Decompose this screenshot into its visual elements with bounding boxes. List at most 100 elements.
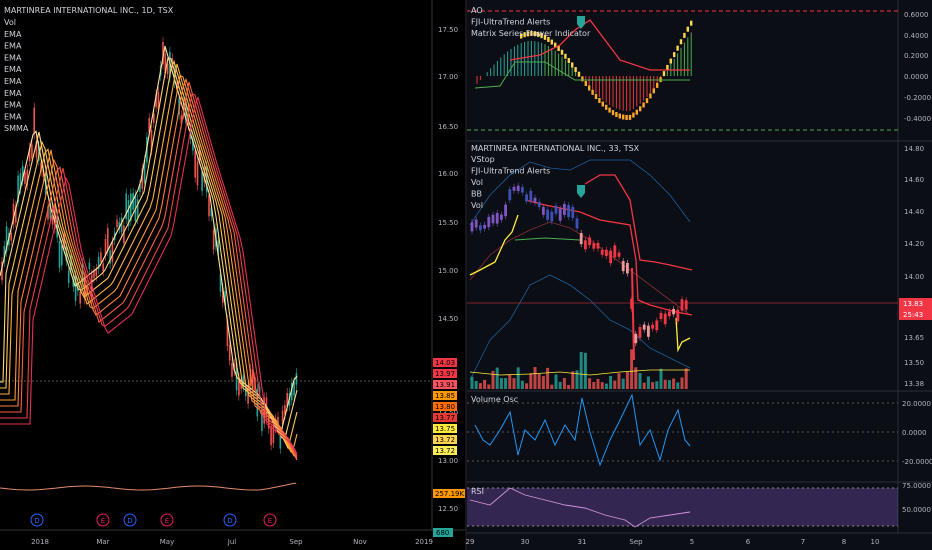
main-volume-bar	[499, 378, 503, 389]
left-candle-body	[88, 262, 91, 270]
ao-flower-candle	[679, 39, 683, 45]
main-candle-body	[554, 205, 558, 214]
left-price-tick: 17.50	[438, 26, 458, 34]
ao-flower-candle	[564, 53, 567, 59]
left-candle-body	[249, 368, 252, 386]
bb-lower	[469, 274, 691, 381]
main-candle-body	[634, 333, 638, 344]
left-candle-body	[194, 150, 196, 178]
main-volume-bar	[638, 373, 642, 389]
ao-flower-candle	[557, 46, 560, 52]
event-marker-circle	[96, 513, 110, 527]
event-marker-circle	[223, 513, 237, 527]
left-candle-body	[279, 430, 282, 449]
left-candle-body	[95, 268, 98, 277]
ao-flower-candle	[540, 33, 543, 39]
main-volume-bar	[596, 378, 600, 389]
vstop-yellow-2	[675, 317, 691, 353]
main-candle-body	[651, 324, 654, 329]
main-indicator-label: Vol	[471, 178, 483, 187]
left-candle-body	[153, 113, 155, 123]
price-tag: 13.72	[435, 436, 455, 444]
left-candle-body	[67, 271, 70, 283]
right-time-tick: 5	[690, 538, 694, 546]
trend-green	[514, 237, 581, 241]
main-volume-bar	[655, 381, 659, 389]
left-candle-body	[139, 184, 141, 193]
ao-flower-candle	[669, 58, 672, 64]
vol-osc-y-tick: -20.0000	[902, 458, 932, 466]
main-candle-body	[558, 208, 562, 221]
main-candle-body	[571, 206, 575, 219]
main-candle-body	[680, 299, 684, 311]
left-indicator-label: EMA	[4, 101, 22, 110]
main-volume-bar	[680, 377, 684, 389]
main-candle-body	[575, 218, 579, 229]
main-candle-body	[613, 245, 617, 258]
main-candle-body	[512, 186, 516, 191]
main-candle-body	[596, 242, 600, 249]
left-candle-body	[15, 205, 17, 223]
left-candle-body	[212, 230, 215, 250]
ao-flower-candle	[635, 109, 638, 115]
left-time-tick: Mar	[96, 538, 109, 546]
left-candle-body	[24, 171, 26, 185]
price-tag-bg	[433, 446, 457, 455]
main-volume-bar	[630, 349, 634, 389]
left-ema-line	[0, 95, 298, 455]
main-volume-bar	[567, 384, 571, 389]
main-candle-body	[474, 219, 478, 228]
event-marker-label: E	[268, 517, 272, 525]
main-y-tick: 13.38	[904, 380, 924, 388]
ao-flower-candle	[662, 71, 666, 77]
ao-flower-candle	[547, 36, 550, 42]
left-ema-line	[0, 74, 297, 457]
main-volume-bar	[579, 351, 583, 389]
main-candle-body	[638, 326, 642, 338]
left-candle-body	[97, 256, 100, 270]
main-indicator-label: VStop	[471, 155, 495, 164]
left-ema-line	[0, 56, 298, 439]
main-candle-body	[676, 309, 680, 322]
ao-flower-candle	[649, 93, 652, 99]
ao-flower-candle	[520, 33, 523, 39]
rsi-title: RSI	[471, 487, 484, 496]
left-candle-body	[72, 278, 75, 287]
main-volume-bar	[495, 367, 499, 389]
rsi-line	[469, 487, 691, 528]
main-volume-bar	[621, 378, 625, 389]
ao-flower-candle	[533, 31, 536, 37]
ao-flower-candle	[608, 107, 611, 113]
event-marker-circle	[160, 513, 174, 527]
main-y-tick: 14.60	[904, 176, 924, 184]
left-candle-body	[228, 344, 231, 361]
left-candle-body	[63, 234, 65, 248]
left-candle-body	[157, 92, 160, 110]
main-volume-bar	[562, 378, 566, 389]
main-candle-body	[584, 240, 587, 250]
left-volume-smma-line	[0, 482, 297, 491]
main-candle-body	[521, 187, 524, 193]
main-candle-body	[626, 262, 629, 274]
main-volume-bar	[516, 367, 520, 389]
left-candle-body	[12, 203, 15, 225]
left-candle-body	[120, 217, 123, 233]
main-volume-bar	[663, 379, 667, 389]
left-time-tick: 2018	[31, 538, 49, 546]
ao-flower-candle	[550, 39, 553, 45]
ao-flower-candle	[611, 110, 615, 116]
main-volume-bar	[583, 352, 587, 389]
main-candle-body	[617, 252, 621, 257]
volume-tag: 257.19K	[435, 490, 464, 498]
left-candle-body	[47, 206, 49, 220]
ao-flower-candle	[676, 45, 679, 51]
left-candle-body	[118, 222, 121, 229]
vol-osc-line	[474, 393, 691, 467]
ao-green-line	[474, 61, 690, 89]
left-time-tick: 2019	[415, 538, 433, 546]
left-candle-body	[284, 405, 286, 415]
ao-y-tick: -0.4000	[904, 115, 931, 123]
ao-indicator-label: Matrix Series Flower Indicator	[471, 29, 591, 38]
left-candle-body	[33, 107, 35, 135]
